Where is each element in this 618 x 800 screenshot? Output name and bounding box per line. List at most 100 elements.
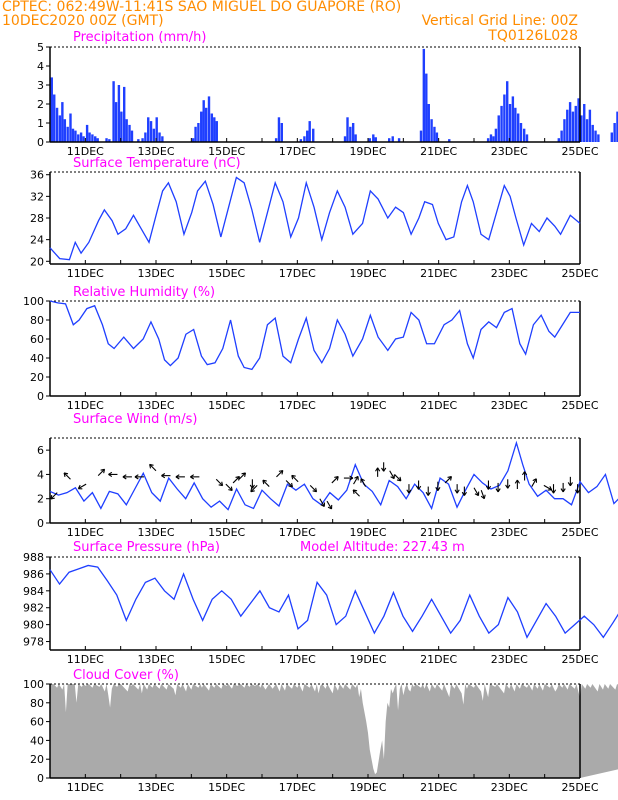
wind-arrow [435,481,441,492]
precip-bar [368,138,371,142]
temp-x-tick-label: 25DEC [561,267,598,280]
precip-bar [591,124,594,142]
wind-arrow [381,462,387,472]
wind-arrow [122,474,132,480]
precip-x-tick-label: 11DEC [67,145,104,158]
wind-arrow [262,479,270,487]
precip-bar [280,123,283,142]
precip-bar [585,119,589,142]
press-title: Surface Pressure (hPa) [73,540,220,555]
precip-x-tick-label: 19DEC [349,145,386,158]
wind-arrow [149,463,157,472]
wind-arrow [285,480,293,488]
wind-arrow [389,470,395,480]
cloud-y-tick-label: 100 [23,678,44,691]
temp-x-tick-label: 13DEC [137,267,174,280]
precip-bar [374,137,377,142]
precip-bar [571,111,575,142]
wind-arrow [326,500,333,510]
temp-y-tick-label: 28 [30,212,44,225]
precip-bar [568,102,572,142]
precip-y-tick-label: 3 [37,79,44,92]
header-station-line: CPTEC: 062:49W-11:41S SAO MIGUEL DO GUAP… [2,0,401,15]
cloud-y-tick-label: 20 [30,753,44,766]
header: CPTEC: 062:49W-11:41S SAO MIGUEL DO GUAP… [2,0,578,44]
precip-bar [594,130,597,142]
cloud-x-tick-label: 25DEC [561,781,598,794]
precip-bar [155,117,158,142]
wind-title: Surface Wind (m/s) [73,412,197,427]
precip-bar [202,100,205,142]
rh-y-tick-label: 60 [30,333,44,346]
precip-bar [580,115,583,142]
wind-y-tick-label: 0 [37,517,44,530]
precip-bar [433,126,436,142]
precip-bar [55,107,59,142]
rh-y-tick-label: 40 [30,352,44,365]
rh-x-tick-label: 13DEC [137,399,174,412]
rh-panel: Relative Humidity (%) 0 20 40 60 80 100 11DEC 13… [23,285,599,412]
precip-bar [303,136,306,142]
wind-x-tick-label: 17DEC [279,526,316,539]
precip-bar [343,136,347,142]
precip-bar [69,113,72,142]
press-annotation: Model Altitude: 227.43 m [300,540,465,555]
precip-bar [522,128,526,142]
wind-arrow [425,486,431,496]
wind-arrow [291,474,299,483]
wind-arrow [444,476,452,484]
precip-bar [354,134,357,142]
cloud-x-tick-label: 15DEC [208,781,245,794]
precip-bar [123,86,126,142]
press-y-tick-label: 986 [23,568,44,581]
wind-x-tick-label: 19DEC [349,526,386,539]
temp-y-tick-label: 24 [30,234,44,247]
wind-arrow [394,474,402,482]
precip-bar [277,117,281,142]
wind-arrow [480,490,486,500]
precip-bar [560,130,563,142]
press-y-tick-label: 984 [23,585,44,598]
precip-bar [349,126,352,142]
precip-bar [494,128,498,142]
temp-y-tick-label: 36 [30,169,44,182]
cloud-x-tick-label: 13DEC [137,781,174,794]
precip-y-tick-label: 0 [37,136,44,149]
precip-bar [215,121,218,142]
precip-bar [152,128,156,142]
temp-series-line [49,176,581,261]
precip-bar [503,94,506,142]
precip-y-tick-label: 1 [37,117,44,130]
rh-x-tick-label: 21DEC [420,399,457,412]
rh-y-tick-label: 20 [30,371,44,384]
precip-bar [130,130,134,142]
precip-bar [213,117,216,142]
precip-bar [141,138,144,142]
panels: Precipitation (mm/h) 0 1 2 3 4 5 11DEC 13DEC 15DE… [23,30,618,794]
header-grid-note: Vertical Grid Line: 00Z [422,13,578,29]
wind-arrow [249,479,255,489]
precip-bar [74,130,77,142]
precip-bar [448,139,451,142]
temp-y-tick-label: 20 [30,255,44,268]
wind-arrow [454,484,460,494]
press-x-tick-label: 21DEC [420,653,457,666]
precip-bar [117,85,121,142]
wind-arrow [225,483,233,492]
cloud-y-tick-label: 0 [37,772,44,785]
precip-bar [125,119,128,142]
wind-arrow [574,484,581,494]
wind-y-tick-label: 6 [37,444,44,457]
precip-bar [557,138,560,142]
press-x-tick-label: 11DEC [67,653,104,666]
press-x-tick-label: 17DEC [279,653,316,666]
precip-bar [391,136,394,142]
wind-x-tick-label: 23DEC [491,526,528,539]
wind-arrow [331,476,339,484]
precip-bar [563,119,566,142]
precip-bar [511,96,515,142]
cloud-x-tick-label: 11DEC [67,781,104,794]
precip-bar [61,102,64,142]
rh-y-tick-label: 100 [23,295,44,308]
precip-title: Precipitation (mm/h) [73,30,206,45]
